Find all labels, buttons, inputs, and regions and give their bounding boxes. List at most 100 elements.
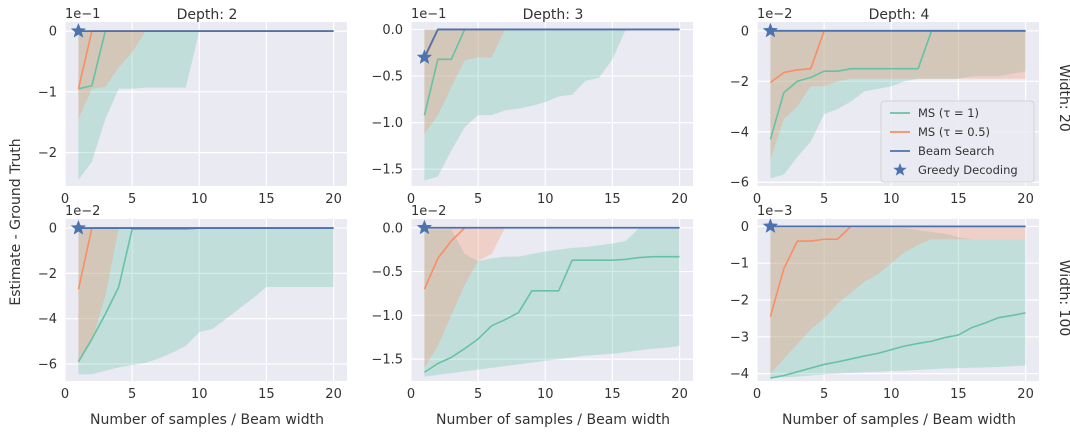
legend-box: [880, 100, 1035, 183]
legend: MS (τ = 1) MS (τ = 0.5) Beam Search Greedy …: [880, 100, 1035, 183]
y-tick-label: −0.5: [371, 70, 403, 85]
y-tick-label: −6: [38, 358, 57, 373]
y-tick-label: −1.0: [371, 309, 403, 324]
y-tick-label: 0: [741, 24, 749, 39]
x-tick-label: 5: [474, 387, 482, 402]
x-tick-label: 15: [950, 387, 967, 402]
y-tick-label: −6: [730, 176, 749, 191]
column-title-depth-2: Depth: 2: [177, 7, 238, 23]
x-tick-label: 20: [671, 387, 688, 402]
y-tick-label: −2: [730, 294, 749, 309]
column-title-depth-4: Depth: 4: [869, 7, 930, 23]
y-tick-label: −2: [730, 75, 749, 90]
y-scale-multiplier: 1e−1: [65, 7, 100, 22]
y-axis-title: Estimate - Ground Truth: [8, 138, 24, 305]
x-tick-label: 20: [325, 192, 342, 207]
x-tick-label: 5: [820, 192, 828, 207]
x-tick-label: 0: [61, 192, 69, 207]
x-tick-label: 20: [1017, 387, 1034, 402]
confidence-band-ms1: [78, 31, 334, 180]
x-tick-label: 5: [128, 192, 136, 207]
greedy-decoding-marker: [70, 219, 87, 235]
x-tick-label: 10: [883, 387, 900, 402]
x-tick-label: 10: [537, 192, 554, 207]
confidence-band-ms05: [770, 226, 1026, 374]
plot-area: [769, 29, 1026, 179]
confidence-band-ms1: [770, 30, 1026, 179]
y-scale-multiplier: 1e−2: [411, 204, 446, 219]
y-tick-label: −0.5: [371, 265, 403, 280]
legend-label-greedy: Greedy Decoding: [918, 163, 1018, 177]
series-line-beam: [423, 28, 680, 58]
panels: 0 5 10 15 20 0 −1 −2 1e−1 0 5 10 15 20 0.0 −0.5 −1.0 −1.5…: [38, 7, 1039, 402]
y-tick-label: −1.0: [371, 116, 403, 131]
legend-label-beam: Beam Search: [918, 144, 994, 158]
y-tick-label: −2: [38, 267, 57, 282]
x-tick-label: 10: [191, 192, 208, 207]
y-tick-label: −4: [730, 367, 749, 382]
y-tick-label: 0: [49, 25, 57, 40]
panel-background: [65, 22, 347, 186]
plot-area: [423, 28, 680, 181]
confidence-band-ms1: [770, 228, 1026, 379]
legend-star-swatch: [893, 163, 907, 176]
x-tick-label: 10: [191, 387, 208, 402]
column-title-depth-3: Depth: 3: [523, 7, 584, 23]
x-tick-label: 0: [61, 387, 69, 402]
y-tick-label: −1: [730, 257, 749, 272]
y-tick-label: −4: [38, 312, 57, 327]
x-tick-label: 15: [258, 192, 275, 207]
greedy-decoding-marker: [416, 219, 433, 235]
panel-depth3-width100: 0 5 10 15 20 0.0 −0.5 −1.0 −1.5 1e−2: [371, 204, 693, 402]
legend-label-ms05: MS (τ = 0.5): [918, 125, 990, 139]
row-title-width-20: Width: 20: [1056, 64, 1070, 132]
x-tick-label: 10: [537, 387, 554, 402]
panel-depth2-width20: 0 5 10 15 20 0 −1 −2 1e−1: [38, 7, 347, 207]
confidence-band-ms05: [424, 29, 680, 134]
y-tick-label: 0.0: [382, 23, 403, 38]
x-tick-label: 15: [950, 192, 967, 207]
greedy-decoding-marker: [416, 49, 433, 65]
y-tick-label: 0.0: [382, 221, 403, 236]
x-tick-label: 15: [258, 387, 275, 402]
x-tick-label: 5: [128, 387, 136, 402]
greedy-decoding-marker: [70, 22, 87, 38]
x-tick-label: 20: [325, 387, 342, 402]
y-tick-label: −3: [730, 330, 749, 345]
y-scale-multiplier: 1e−3: [757, 204, 792, 219]
x-tick-label: 0: [407, 387, 415, 402]
confidence-band-ms05: [770, 30, 1026, 160]
y-tick-label: 0: [741, 220, 749, 235]
x-tick-label: 0: [753, 192, 761, 207]
y-scale-multiplier: 1e−2: [65, 204, 100, 219]
x-tick-label: 15: [604, 192, 621, 207]
x-axis-title-col1: Number of samples / Beam width: [90, 412, 324, 428]
confidence-band-ms1: [78, 228, 334, 375]
greedy-decoding-marker: [762, 22, 779, 38]
plot-area: [77, 30, 334, 180]
y-scale-multiplier: 1e−1: [411, 7, 446, 22]
y-tick-label: 0: [49, 222, 57, 237]
plot-area: [769, 225, 1026, 379]
x-tick-label: 20: [1017, 192, 1034, 207]
y-scale-multiplier: 1e−2: [757, 7, 792, 22]
x-tick-label: 0: [407, 192, 415, 207]
panel-depth3-width20: 0 5 10 15 20 0.0 −0.5 −1.0 −1.5 1e−1: [371, 7, 693, 207]
x-tick-label: 20: [671, 192, 688, 207]
panel-depth2-width100: 0 5 10 15 20 0 −2 −4 −6 1e−2: [38, 204, 347, 402]
x-tick-label: 0: [753, 387, 761, 402]
panel-background: [411, 22, 693, 186]
y-tick-label: −2: [38, 146, 57, 161]
panel-depth4-width100: 0 5 10 15 20 0 −1 −2 −3 −4 1e−3: [730, 204, 1039, 402]
greedy-decoding-marker: [762, 218, 779, 233]
plot-area: [423, 226, 680, 377]
x-tick-label: 15: [604, 387, 621, 402]
x-tick-label: 10: [883, 192, 900, 207]
y-tick-label: −1.5: [371, 163, 403, 178]
row-title-width-100: Width: 100: [1056, 260, 1070, 337]
y-tick-label: −4: [730, 125, 749, 140]
x-tick-label: 5: [820, 387, 828, 402]
confidence-band-ms05: [78, 228, 334, 365]
confidence-band-ms1: [424, 227, 680, 377]
